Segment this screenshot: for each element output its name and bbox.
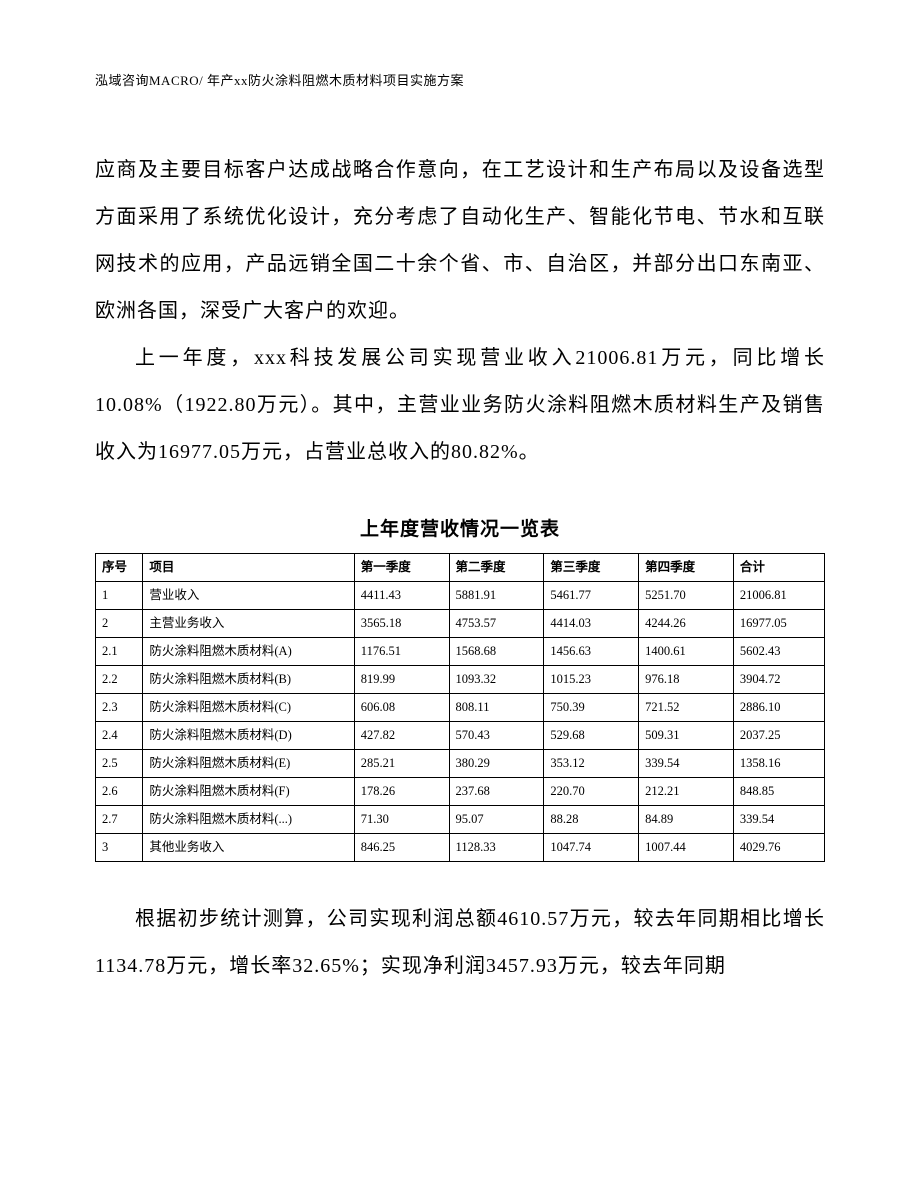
cell-seq: 2.6 xyxy=(96,778,143,806)
cell-q2: 1128.33 xyxy=(449,834,544,862)
cell-q4: 1007.44 xyxy=(639,834,734,862)
cell-q1: 819.99 xyxy=(354,666,449,694)
cell-seq: 2.3 xyxy=(96,694,143,722)
cell-total: 3904.72 xyxy=(733,666,824,694)
cell-q3: 529.68 xyxy=(544,722,639,750)
cell-q1: 3565.18 xyxy=(354,610,449,638)
cell-total: 2886.10 xyxy=(733,694,824,722)
cell-q3: 353.12 xyxy=(544,750,639,778)
cell-total: 21006.81 xyxy=(733,582,824,610)
cell-seq: 3 xyxy=(96,834,143,862)
table-title: 上年度营收情况一览表 xyxy=(95,514,825,541)
table-row: 2.3 防火涂料阻燃木质材料(C) 606.08 808.11 750.39 7… xyxy=(96,694,825,722)
cell-item: 防火涂料阻燃木质材料(D) xyxy=(143,722,354,750)
cell-q4: 339.54 xyxy=(639,750,734,778)
cell-q3: 88.28 xyxy=(544,806,639,834)
document-page: 泓域咨询MACRO/ 年产xx防火涂料阻燃木质材料项目实施方案 应商及主要目标客… xyxy=(0,0,920,1191)
table-header-row: 序号 项目 第一季度 第二季度 第三季度 第四季度 合计 xyxy=(96,554,825,582)
table-row: 3 其他业务收入 846.25 1128.33 1047.74 1007.44 … xyxy=(96,834,825,862)
cell-item: 主营业务收入 xyxy=(143,610,354,638)
cell-q1: 71.30 xyxy=(354,806,449,834)
cell-q1: 427.82 xyxy=(354,722,449,750)
cell-q2: 1093.32 xyxy=(449,666,544,694)
cell-total: 4029.76 xyxy=(733,834,824,862)
col-header-q2: 第二季度 xyxy=(449,554,544,582)
revenue-table: 序号 项目 第一季度 第二季度 第三季度 第四季度 合计 1 营业收入 4411… xyxy=(95,553,825,862)
table-row: 2.1 防火涂料阻燃木质材料(A) 1176.51 1568.68 1456.6… xyxy=(96,638,825,666)
cell-total: 848.85 xyxy=(733,778,824,806)
cell-q1: 606.08 xyxy=(354,694,449,722)
cell-seq: 1 xyxy=(96,582,143,610)
cell-seq: 2.7 xyxy=(96,806,143,834)
cell-total: 1358.16 xyxy=(733,750,824,778)
cell-q2: 4753.57 xyxy=(449,610,544,638)
paragraph-2: 上一年度，xxx科技发展公司实现营业收入21006.81万元，同比增长10.08… xyxy=(95,335,825,476)
cell-q2: 237.68 xyxy=(449,778,544,806)
cell-item: 防火涂料阻燃木质材料(...) xyxy=(143,806,354,834)
table-row: 2 主营业务收入 3565.18 4753.57 4414.03 4244.26… xyxy=(96,610,825,638)
cell-q3: 220.70 xyxy=(544,778,639,806)
cell-q1: 178.26 xyxy=(354,778,449,806)
cell-q4: 4244.26 xyxy=(639,610,734,638)
cell-q1: 285.21 xyxy=(354,750,449,778)
cell-q4: 84.89 xyxy=(639,806,734,834)
cell-q2: 1568.68 xyxy=(449,638,544,666)
paragraph-3: 根据初步统计测算，公司实现利润总额4610.57万元，较去年同期相比增长1134… xyxy=(95,896,825,990)
cell-q4: 976.18 xyxy=(639,666,734,694)
table-row: 1 营业收入 4411.43 5881.91 5461.77 5251.70 2… xyxy=(96,582,825,610)
cell-seq: 2 xyxy=(96,610,143,638)
table-row: 2.7 防火涂料阻燃木质材料(...) 71.30 95.07 88.28 84… xyxy=(96,806,825,834)
col-header-seq: 序号 xyxy=(96,554,143,582)
cell-seq: 2.4 xyxy=(96,722,143,750)
body-text-block-1: 应商及主要目标客户达成战略合作意向，在工艺设计和生产布局以及设备选型方面采用了系… xyxy=(95,147,825,476)
cell-seq: 2.1 xyxy=(96,638,143,666)
cell-q1: 846.25 xyxy=(354,834,449,862)
cell-seq: 2.5 xyxy=(96,750,143,778)
col-header-item: 项目 xyxy=(143,554,354,582)
cell-q4: 212.21 xyxy=(639,778,734,806)
table-row: 2.2 防火涂料阻燃木质材料(B) 819.99 1093.32 1015.23… xyxy=(96,666,825,694)
col-header-q1: 第一季度 xyxy=(354,554,449,582)
cell-total: 5602.43 xyxy=(733,638,824,666)
cell-q2: 95.07 xyxy=(449,806,544,834)
cell-q3: 1047.74 xyxy=(544,834,639,862)
col-header-total: 合计 xyxy=(733,554,824,582)
cell-total: 2037.25 xyxy=(733,722,824,750)
cell-q4: 1400.61 xyxy=(639,638,734,666)
table-row: 2.6 防火涂料阻燃木质材料(F) 178.26 237.68 220.70 2… xyxy=(96,778,825,806)
cell-item: 防火涂料阻燃木质材料(B) xyxy=(143,666,354,694)
cell-q2: 380.29 xyxy=(449,750,544,778)
col-header-q4: 第四季度 xyxy=(639,554,734,582)
cell-seq: 2.2 xyxy=(96,666,143,694)
cell-q1: 4411.43 xyxy=(354,582,449,610)
cell-item: 营业收入 xyxy=(143,582,354,610)
cell-q2: 808.11 xyxy=(449,694,544,722)
cell-item: 防火涂料阻燃木质材料(A) xyxy=(143,638,354,666)
cell-total: 339.54 xyxy=(733,806,824,834)
cell-item: 防火涂料阻燃木质材料(C) xyxy=(143,694,354,722)
cell-q2: 570.43 xyxy=(449,722,544,750)
cell-q3: 4414.03 xyxy=(544,610,639,638)
cell-q3: 1456.63 xyxy=(544,638,639,666)
cell-q4: 509.31 xyxy=(639,722,734,750)
cell-q4: 5251.70 xyxy=(639,582,734,610)
col-header-q3: 第三季度 xyxy=(544,554,639,582)
cell-q3: 5461.77 xyxy=(544,582,639,610)
cell-item: 防火涂料阻燃木质材料(F) xyxy=(143,778,354,806)
cell-q2: 5881.91 xyxy=(449,582,544,610)
table-body: 1 营业收入 4411.43 5881.91 5461.77 5251.70 2… xyxy=(96,582,825,862)
cell-q3: 750.39 xyxy=(544,694,639,722)
paragraph-1: 应商及主要目标客户达成战略合作意向，在工艺设计和生产布局以及设备选型方面采用了系… xyxy=(95,147,825,335)
body-text-block-2: 根据初步统计测算，公司实现利润总额4610.57万元，较去年同期相比增长1134… xyxy=(95,896,825,990)
cell-item: 其他业务收入 xyxy=(143,834,354,862)
cell-q4: 721.52 xyxy=(639,694,734,722)
cell-total: 16977.05 xyxy=(733,610,824,638)
cell-item: 防火涂料阻燃木质材料(E) xyxy=(143,750,354,778)
table-row: 2.5 防火涂料阻燃木质材料(E) 285.21 380.29 353.12 3… xyxy=(96,750,825,778)
cell-q3: 1015.23 xyxy=(544,666,639,694)
cell-q1: 1176.51 xyxy=(354,638,449,666)
page-header: 泓域咨询MACRO/ 年产xx防火涂料阻燃木质材料项目实施方案 xyxy=(95,70,825,89)
table-row: 2.4 防火涂料阻燃木质材料(D) 427.82 570.43 529.68 5… xyxy=(96,722,825,750)
